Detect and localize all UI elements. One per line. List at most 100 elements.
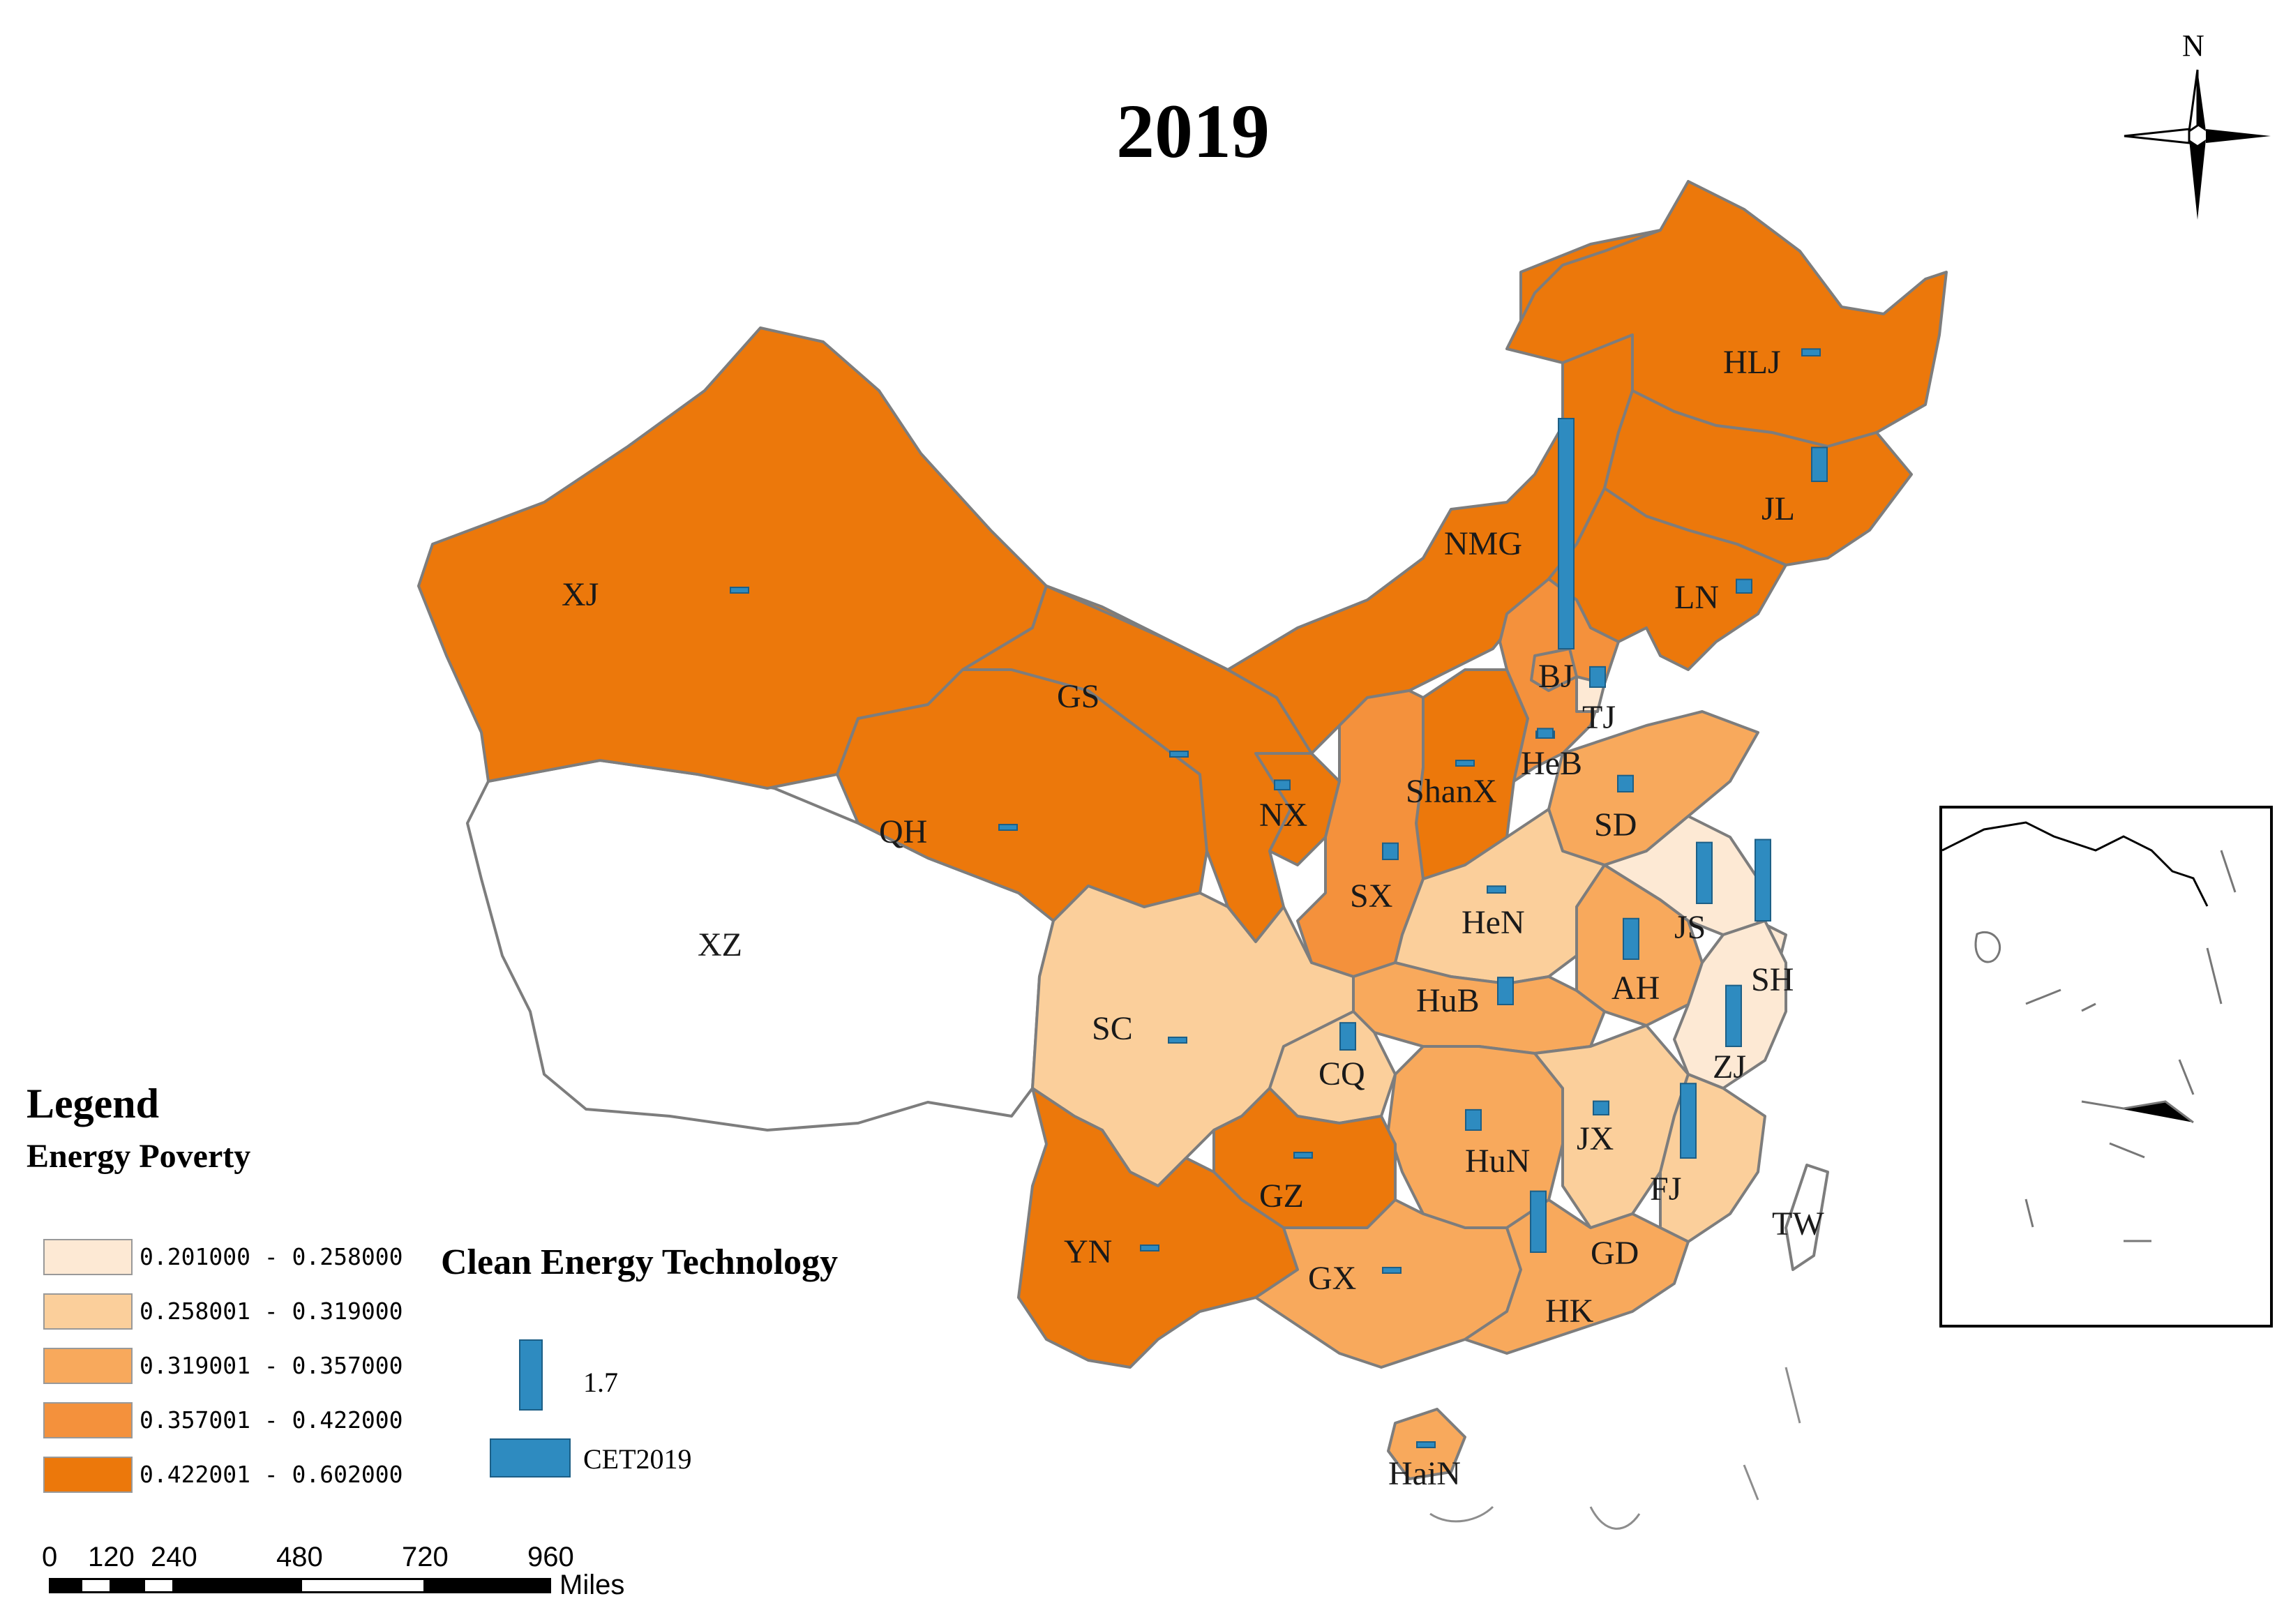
label-YN: YN [1064,1233,1112,1270]
legend-subtitle: Energy Poverty [27,1138,251,1175]
label-HuN: HuN [1465,1143,1530,1180]
legend-swatch [43,1348,133,1384]
province-BJ [1530,647,1578,692]
cet-bar-SH [1755,839,1771,922]
label-SX: SX [1350,878,1392,915]
cet-bar-SX [1382,842,1399,861]
legend-swatch [43,1239,133,1275]
label-HLJ: HLJ [1723,344,1781,381]
label-SC: SC [1092,1010,1133,1047]
label-JS: JS [1674,909,1706,946]
label-FJ: FJ [1650,1171,1681,1208]
legend-item: 0.319001 - 0.357000 [43,1348,406,1387]
label-HeN: HeN [1462,904,1525,941]
label-BJ: BJ [1538,658,1574,695]
legend-swatch [43,1293,133,1330]
cet-bar-HuN [1465,1108,1482,1131]
cet-bar-NX [1274,779,1291,790]
label-JX: JX [1577,1120,1614,1157]
label-SD: SD [1594,806,1637,843]
cet-bar-HuB [1497,977,1514,1006]
label-ZJ: ZJ [1713,1048,1746,1085]
cet-bar-HLJ [1801,348,1821,357]
cet-bar-AH [1623,917,1639,960]
legend-range: 0.422001 - 0.602000 [140,1461,403,1488]
cet-bar-HeB [1537,728,1554,739]
cet-legend-title: Clean Energy Technology [441,1242,839,1282]
scale-tick: 0 [42,1542,58,1572]
cet-bar-SD [1617,774,1634,793]
cet-bar-GX [1382,1267,1402,1274]
legend-range: 0.258001 - 0.319000 [140,1298,403,1325]
label-NX: NX [1259,797,1307,834]
province-HuB [1352,961,1606,1055]
cet-legend-field-name: CET2019 [583,1443,692,1475]
scale-tick: 720 [402,1542,449,1572]
inset-map [1941,821,2237,1242]
south-china-sea-inset [1939,806,2273,1328]
legend-item: 0.258001 - 0.319000 [43,1293,406,1332]
cet-bar-HeN [1487,885,1506,894]
label-GS: GS [1057,678,1099,715]
label-LN: LN [1674,579,1719,616]
label-JL: JL [1761,490,1795,527]
label-AH: AH [1611,970,1660,1007]
legend-range: 0.357001 - 0.422000 [140,1406,403,1434]
label-SH: SH [1751,961,1794,998]
label-HaiN: HaiN [1388,1455,1461,1492]
cet-legend-field-icon [490,1438,571,1478]
north-label: N [2182,29,2204,63]
cet-bar-JL [1811,446,1828,482]
label-CQ: CQ [1318,1055,1365,1092]
label-GX: GX [1308,1260,1356,1297]
scale-unit: Miles [559,1570,625,1600]
label-ShanX: ShanX [1406,773,1497,810]
cet-bar-CQ [1339,1022,1356,1051]
legend-item: 0.422001 - 0.602000 [43,1457,406,1496]
legend-range: 0.319001 - 0.357000 [140,1352,403,1379]
scale-bar [49,1578,551,1593]
label-GZ: GZ [1259,1178,1304,1215]
cet-bar-NMG [1558,418,1575,649]
label-QH: QH [879,813,927,850]
cet-bar-YN [1140,1245,1159,1251]
label-HuB: HuB [1416,982,1480,1019]
cet-bar-XJ [730,587,749,594]
cet-bar-ShanX [1455,760,1475,767]
cet-bar-QH [998,824,1018,831]
cet-bar-LN [1736,578,1752,594]
label-HK: HK [1545,1293,1594,1330]
legend-swatch [43,1457,133,1493]
label-GD: GD [1591,1235,1639,1272]
cet-bar-SC [1168,1037,1187,1044]
scale-tick: 960 [527,1542,574,1572]
label-XJ: XJ [562,576,599,613]
cet-bar-ZJ [1725,984,1742,1048]
province-XZ [466,759,1055,1131]
cet-bars [730,348,1828,1448]
cet-bar-JS [1696,841,1713,905]
scale-tick: 480 [276,1542,323,1572]
cet-legend-value: 1.7 [583,1367,618,1398]
cet-legend-bar-icon [519,1339,543,1411]
label-TW: TW [1772,1205,1824,1242]
label-TJ: TJ [1582,699,1616,736]
province-GD [1464,1198,1690,1355]
legend-swatch [43,1402,133,1438]
legend-item: 0.201000 - 0.258000 [43,1239,406,1278]
label-HeB: HeB [1521,745,1582,782]
north-arrow-icon [2124,69,2271,220]
cet-bar-JX [1593,1100,1609,1116]
label-XZ: XZ [698,926,742,963]
label-NMG: NMG [1444,525,1522,562]
scale-tick: 240 [151,1542,197,1572]
map-title: 2019 [1116,89,1270,174]
province-TW [1785,1164,1829,1271]
legend-item: 0.357001 - 0.422000 [43,1402,406,1441]
cet-bar-GD [1530,1190,1547,1254]
legend-title: Legend [27,1081,160,1127]
legend-range: 0.201000 - 0.258000 [140,1243,403,1270]
cet-bar-TJ [1589,666,1606,688]
cet-bar-GS [1169,751,1189,758]
